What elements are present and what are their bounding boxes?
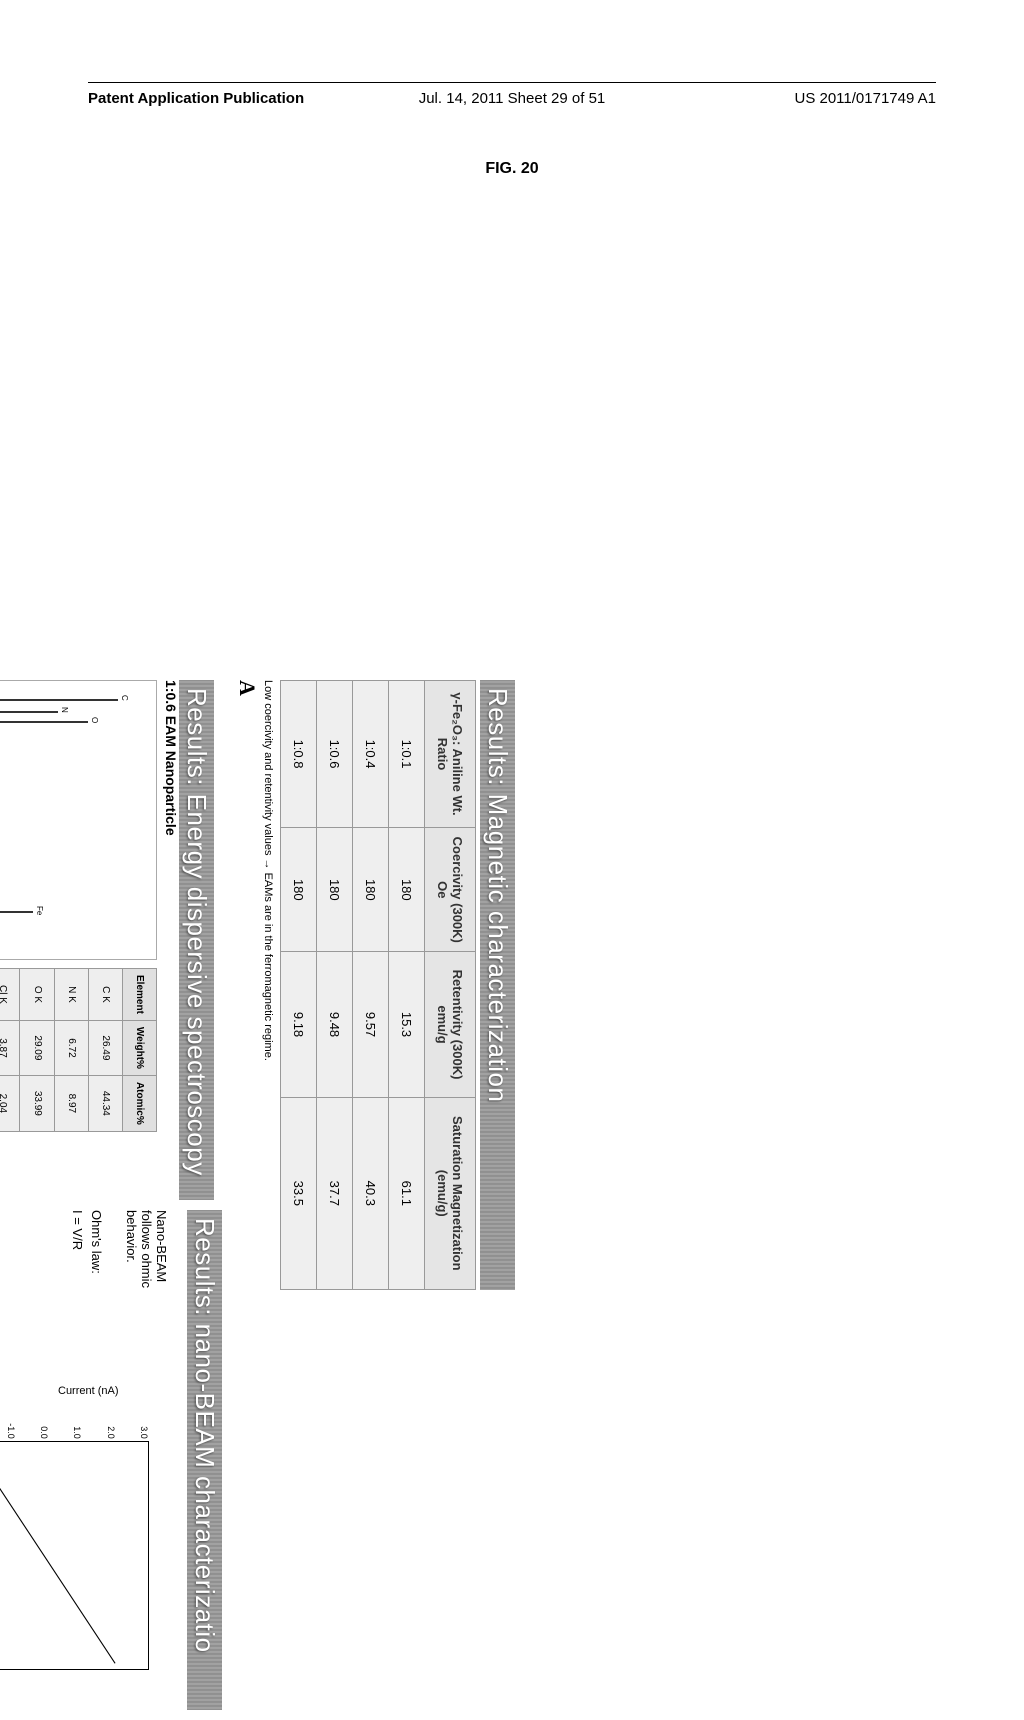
table-row: 1:0.4 180 9.57 40.3	[353, 681, 389, 1290]
iv-yticks: 3.0 2.0 1.0 0.0 -1.0 -2.0 -3.0	[0, 1411, 149, 1439]
iv-line-svg	[0, 1442, 148, 1669]
eds-peak	[0, 711, 58, 713]
iv-plot-box	[0, 1441, 149, 1670]
figure-body: Results: Magnetic characterization γ-Fe₂…	[0, 680, 515, 1720]
col-saturation: Saturation Magnetization (emu/g)	[425, 1097, 476, 1289]
eds-peak	[0, 699, 118, 701]
eds-table: Element Weight% Atomic% C K26.4944.34 N …	[0, 968, 157, 1132]
eds-spectrum: C N O Cl Fe Fe 0.5 1	[0, 680, 157, 960]
figure-label: FIG. 20	[0, 160, 1024, 178]
table-row: 1:0.1 180 15.3 61.1	[389, 681, 425, 1290]
iv-ylabel: Current (nA)	[58, 1385, 119, 1397]
col-ratio: γ-Fe₂O₃: Aniline Wt. Ratio	[425, 681, 476, 828]
header-right: US 2011/0171749 A1	[794, 90, 936, 107]
iv-chart: 3.0 2.0 1.0 0.0 -1.0 -2.0 -3.0 -0.6 -0.4…	[0, 1391, 159, 1670]
col-retentivity: Retentivity (300K) emu/g	[425, 952, 476, 1097]
panel-a-caption: Low coercivity and retentivity values → …	[262, 680, 274, 1720]
iv-text3: I = V/R	[70, 1210, 85, 1311]
panel-a-label: A	[234, 680, 260, 1720]
iv-text1: Nano-BEAM follows ohmic behavior.	[124, 1210, 169, 1311]
table-row: 1:0.8 180 9.18 33.5	[281, 681, 317, 1290]
panel-a-banner: Results: Magnetic characterization	[480, 680, 515, 1290]
eds-peak	[0, 721, 88, 723]
header-rule	[88, 82, 936, 83]
iv-text2: Ohm's law:	[89, 1210, 104, 1311]
col-coercivity: Coercivity (300K) Oe	[425, 828, 476, 952]
panel-d: Results: nano-BEAM characterizatio Nano-…	[0, 1210, 222, 1670]
magnetic-table: γ-Fe₂O₃: Aniline Wt. Ratio Coercivity (3…	[280, 680, 476, 1290]
table-row: 1:0.6 180 9.48 37.7	[317, 681, 353, 1290]
panel-d-banner: Results: nano-BEAM characterizatio	[187, 1210, 222, 1710]
eds-title: 1:0.6 EAM Nanoparticle	[163, 680, 179, 1190]
eds-peak	[0, 911, 33, 913]
panel-c: Results: Energy dispersive spectroscopy …	[0, 680, 222, 1190]
panel-c-banner: Results: Energy dispersive spectroscopy	[179, 680, 214, 1200]
